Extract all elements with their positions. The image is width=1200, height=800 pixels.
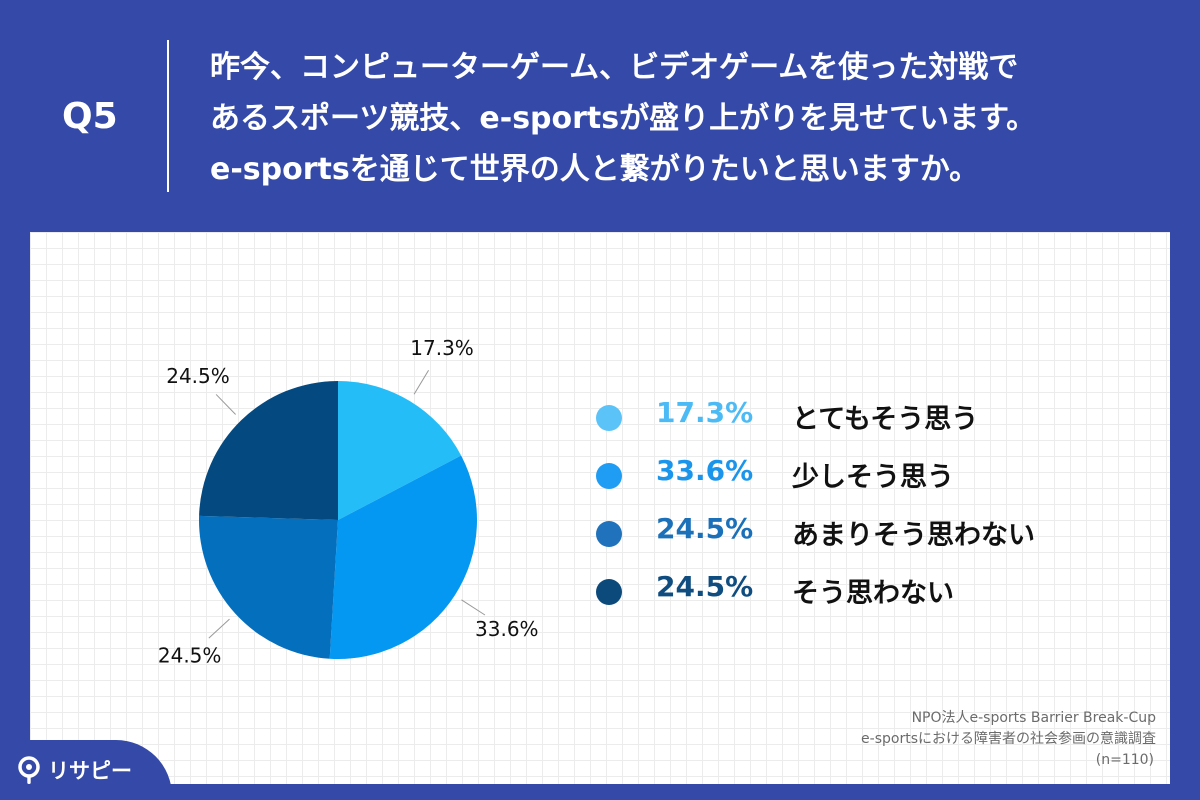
leader-line xyxy=(208,618,230,639)
risapy-logo-icon xyxy=(18,756,40,784)
question-header: Q5 昨今、コンピューターゲーム、ビデオゲームを使った対戦で あるスポーツ競技、… xyxy=(0,0,1200,232)
legend-percent-2: 33.6% xyxy=(656,454,754,487)
pie-chart: 17.3% 33.6% 24.5% 24.5% xyxy=(158,336,539,668)
legend-label-1: とてもそう思う xyxy=(792,404,979,435)
legend-label-4: そう思わない xyxy=(792,578,954,609)
slice-label-somewhat: 33.6% xyxy=(475,617,539,641)
source-survey: e-sportsにおける障害者の社会参画の意識調査 xyxy=(861,731,1156,747)
slice-label-very-much: 17.3% xyxy=(410,336,474,360)
legend-item-4: 24.5% そう思わない xyxy=(596,564,1116,622)
brand-tab xyxy=(0,740,172,800)
slice-label-not-much: 24.5% xyxy=(158,644,222,668)
question-text: 昨今、コンピューターゲーム、ビデオゲームを使った対戦で あるスポーツ競技、e-s… xyxy=(210,42,1170,195)
legend-item-2: 33.6% 少しそう思う xyxy=(596,448,1116,506)
legend-label-2: 少しそう思う xyxy=(792,462,954,493)
chart-legend: 17.3% とてもそう思う 33.6% 少しそう思う 24.5% あまりそう思わ… xyxy=(596,390,1116,622)
sample-size: (n=110) xyxy=(1095,752,1154,768)
legend-label-3: あまりそう思わない xyxy=(792,520,1035,551)
leader-line xyxy=(413,370,430,395)
legend-item-3: 24.5% あまりそう思わない xyxy=(596,506,1116,564)
leader-line xyxy=(461,599,486,616)
leader-line xyxy=(215,394,236,415)
chart-card: 17.3% 33.6% 24.5% 24.5% 17.3% とてもそう思う 33.6%… xyxy=(30,232,1170,784)
question-line-1: 昨今、コンピューターゲーム、ビデオゲームを使った対戦で xyxy=(210,50,1019,85)
source-note: NPO法人e-sports Barrier Break-Cup e-sports… xyxy=(696,708,1156,771)
header-divider xyxy=(167,40,169,192)
legend-dot-2 xyxy=(596,463,622,489)
question-number: Q5 xyxy=(62,96,118,137)
legend-dot-4 xyxy=(596,579,622,605)
source-org: NPO法人e-sports Barrier Break-Cup xyxy=(911,710,1156,726)
brand-name: リサピー xyxy=(48,759,132,783)
pie-slice-very-much xyxy=(338,381,462,520)
legend-dot-1 xyxy=(596,405,622,431)
brand-logo: リサピー xyxy=(16,754,132,786)
legend-item-1: 17.3% とてもそう思う xyxy=(596,390,1116,448)
legend-percent-3: 24.5% xyxy=(656,512,754,545)
legend-percent-1: 17.3% xyxy=(656,396,754,429)
legend-percent-4: 24.5% xyxy=(656,570,754,603)
pie-slice-somewhat xyxy=(329,455,478,659)
question-line-3: e-sportsを通じて世界の人と繋がりたいと思いますか。 xyxy=(210,152,980,187)
pie-slice-not-much xyxy=(198,515,338,659)
slice-label-not-at-all: 24.5% xyxy=(166,364,230,388)
legend-dot-3 xyxy=(596,521,622,547)
question-line-2: あるスポーツ競技、e-sportsが盛り上がりを見せています。 xyxy=(210,101,1037,136)
pie-slice-not-at-all xyxy=(199,381,338,520)
